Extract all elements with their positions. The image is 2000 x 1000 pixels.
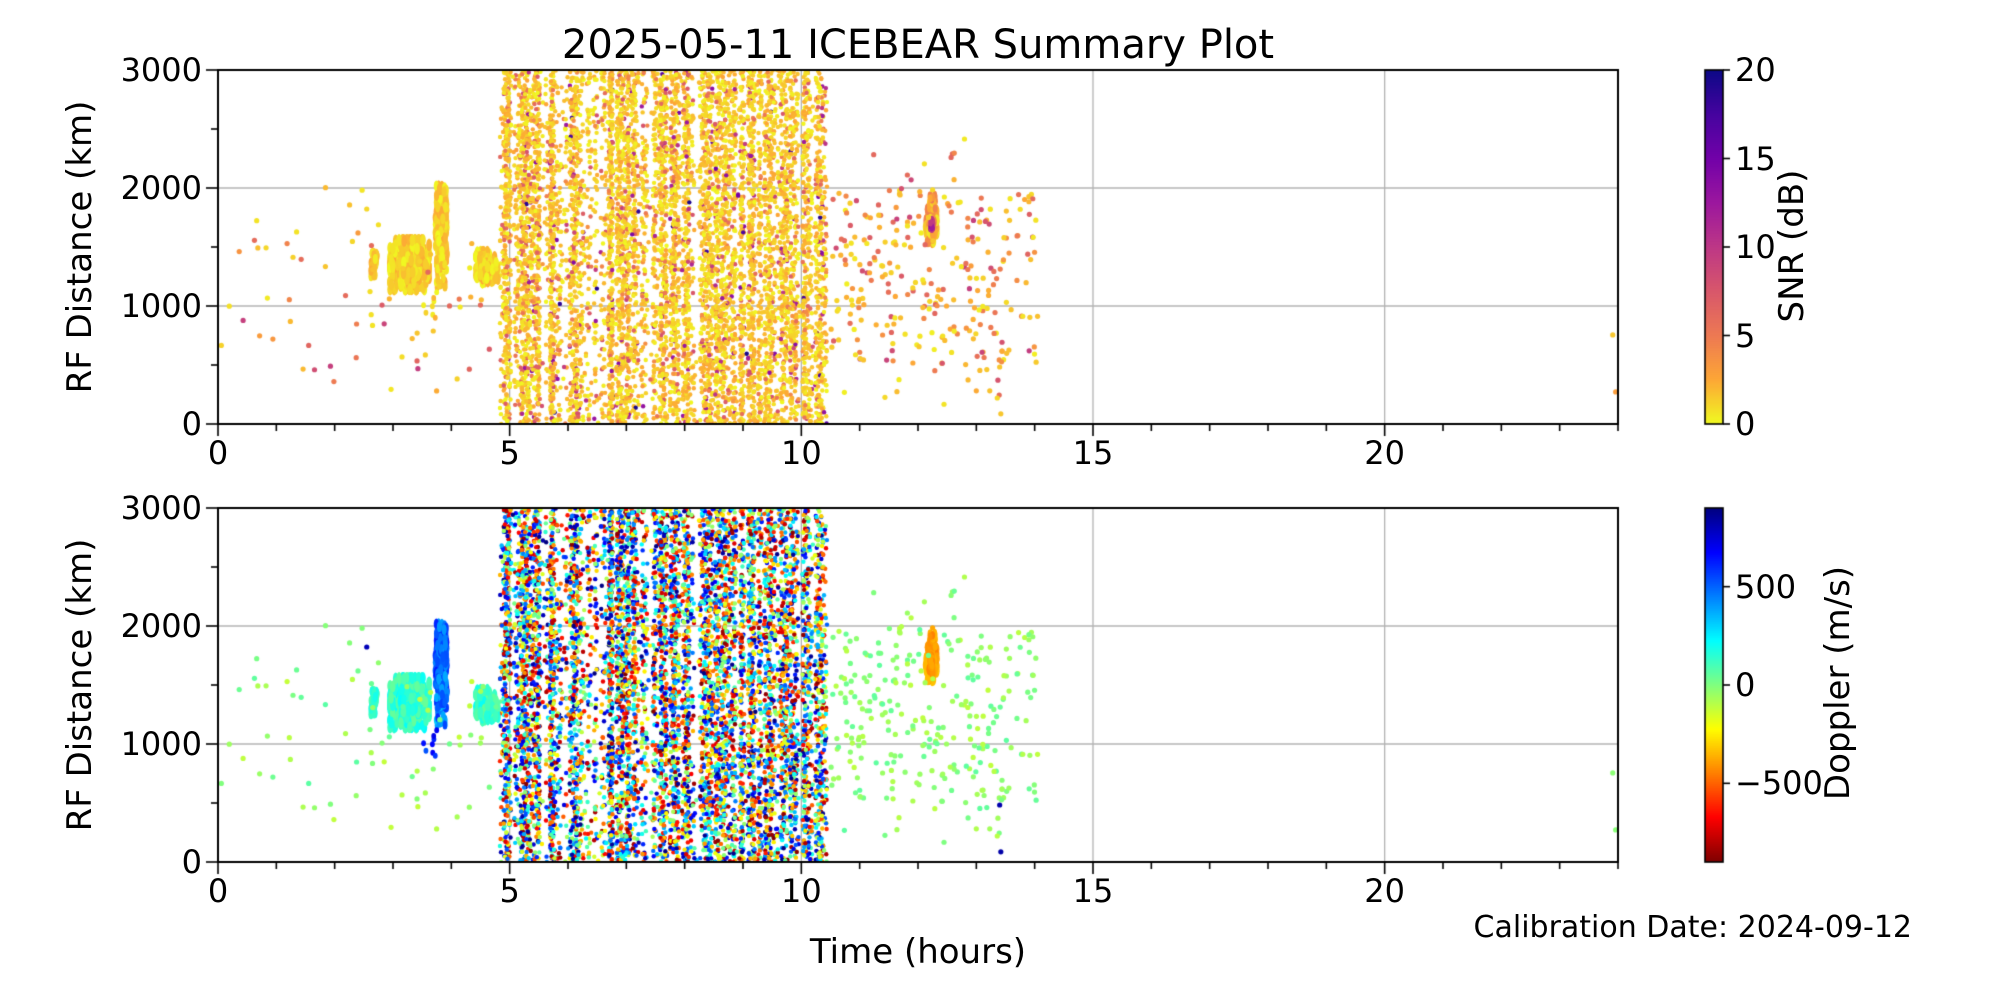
doppler-panel-x-tick-0: 0	[207, 872, 229, 910]
snr-panel-x-tick-0: 0	[207, 434, 229, 472]
snr-panel-x-tick-15: 15	[1072, 434, 1114, 472]
figure-title: 2025-05-11 ICEBEAR Summary Plot	[561, 22, 1275, 68]
snr-colorbar-tick-0: 0	[1735, 405, 1756, 443]
snr-panel-y-tick-0: 0	[181, 405, 202, 443]
doppler-panel-y-tick-3000: 3000	[120, 489, 202, 527]
doppler-panel-x-tick-15: 15	[1072, 872, 1114, 910]
snr-panel-x-tick-20: 20	[1364, 434, 1406, 472]
doppler-colorbar-label: Doppler (m/s)	[1818, 565, 1858, 801]
doppler-panel-y-tick-2000: 2000	[120, 607, 202, 645]
snr-panel-y-tick-2000: 2000	[120, 169, 202, 207]
snr-colorbar-tick-20: 20	[1735, 51, 1776, 89]
snr-panel-y-tick-1000: 1000	[120, 287, 202, 325]
snr-panel-y-tick-3000: 3000	[120, 51, 202, 89]
snr-panel-x-tick-10: 10	[780, 434, 822, 472]
doppler-panel-x-tick-10: 10	[780, 872, 822, 910]
doppler-panel-x-tick-20: 20	[1364, 872, 1406, 910]
doppler-colorbar-tick-500: 500	[1735, 567, 1797, 606]
x-axis-label: Time (hours)	[809, 932, 1027, 972]
top-panel-y-axis-label: RF Distance (km)	[60, 100, 100, 394]
snr-colorbar-label: SNR (dB)	[1772, 169, 1812, 323]
snr-colorbar-tick-10: 10	[1735, 228, 1776, 266]
doppler-colorbar-tick-−500: −500	[1735, 764, 1823, 803]
doppler-panel-y-tick-0: 0	[181, 843, 202, 881]
doppler-colorbar-tick-0: 0	[1735, 666, 1756, 704]
snr-colorbar-tick-5: 5	[1735, 316, 1756, 355]
calibration-date-note: Calibration Date: 2024-09-12	[1473, 910, 1912, 945]
snr-colorbar-tick-15: 15	[1735, 139, 1776, 178]
snr-panel-x-tick-5: 5	[499, 434, 520, 472]
bottom-panel-y-axis-label: RF Distance (km)	[60, 538, 100, 832]
doppler-panel-x-tick-5: 5	[499, 872, 520, 910]
doppler-panel-y-tick-1000: 1000	[120, 725, 202, 763]
